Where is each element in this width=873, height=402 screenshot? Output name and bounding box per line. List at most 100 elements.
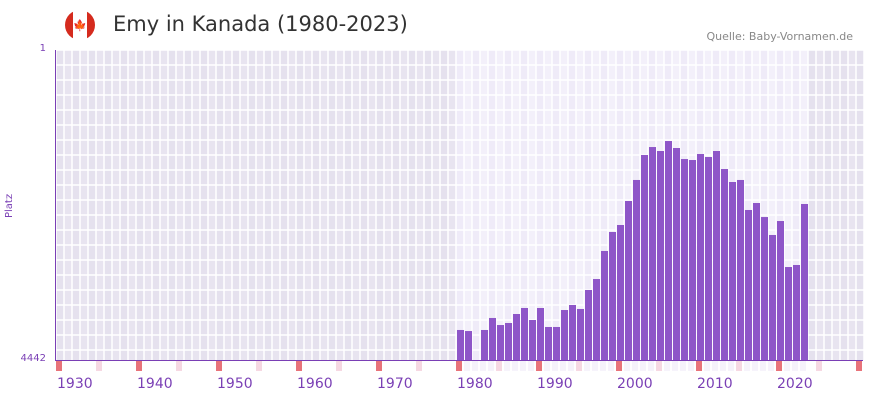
grid-column (144, 50, 152, 360)
year-marker (560, 361, 566, 371)
year-marker (728, 361, 734, 371)
bar-2017 (753, 203, 760, 360)
grid-column (136, 50, 144, 360)
grid-column (288, 50, 296, 360)
year-marker (528, 361, 534, 371)
year-marker (112, 361, 118, 371)
grid-column (120, 50, 128, 360)
year-marker (496, 361, 502, 371)
grid-column (488, 50, 496, 360)
year-marker (144, 361, 150, 371)
grid-column (80, 50, 88, 360)
grid-column (328, 50, 336, 360)
grid-column (504, 50, 512, 360)
grid-column (824, 50, 832, 360)
year-marker (472, 361, 478, 371)
year-marker (312, 361, 318, 371)
grid-column (168, 50, 176, 360)
grid-column (96, 50, 104, 360)
grid-column (760, 50, 768, 360)
grid-column (56, 50, 64, 360)
bar-2002 (633, 179, 640, 360)
year-marker (360, 361, 366, 371)
source-label: Quelle: Baby-Vornamen.de (706, 30, 853, 43)
year-marker (176, 361, 182, 371)
grid-column (240, 50, 248, 360)
grid-column (448, 50, 456, 360)
grid-column (360, 50, 368, 360)
year-marker (168, 361, 174, 371)
bar-2005 (657, 151, 664, 360)
grid-column (408, 50, 416, 360)
grid-column (560, 50, 568, 360)
year-marker (712, 361, 718, 371)
grid-column (152, 50, 160, 360)
grid-column (376, 50, 384, 360)
grid-column (248, 50, 256, 360)
grid-column (160, 50, 168, 360)
year-marker (800, 361, 806, 371)
year-marker (88, 361, 94, 371)
x-tick-1990: 1990 (537, 376, 573, 392)
year-marker (856, 361, 862, 371)
year-marker (480, 361, 486, 371)
year-marker (368, 361, 374, 371)
year-marker (400, 361, 406, 371)
bar-2000 (617, 224, 624, 360)
bar-2013 (721, 169, 728, 360)
bar-2010 (697, 154, 704, 360)
grid-column (128, 50, 136, 360)
year-marker (296, 361, 302, 371)
year-marker (512, 361, 518, 371)
grid-column (232, 50, 240, 360)
canada-flag-icon: 🍁 (65, 10, 95, 40)
bar-1981 (465, 331, 472, 360)
grid-column (464, 50, 472, 360)
bar-1996 (585, 289, 592, 360)
grid-column (776, 50, 784, 360)
grid-column (384, 50, 392, 360)
bar-2011 (705, 157, 712, 360)
x-tick-2010: 2010 (697, 376, 733, 392)
year-marker (256, 361, 262, 371)
grid-column (576, 50, 584, 360)
x-tick-1960: 1960 (297, 376, 333, 392)
bar-2006 (665, 141, 672, 360)
year-marker (616, 361, 622, 371)
year-marker (464, 361, 470, 371)
year-marker (552, 361, 558, 371)
grid-column (480, 50, 488, 360)
year-marker (120, 361, 126, 371)
grid-column (456, 50, 464, 360)
y-tick-top: 1 (39, 43, 46, 54)
bar-1986 (505, 323, 512, 360)
year-marker (848, 361, 854, 371)
bar-2009 (689, 160, 696, 360)
bar-2016 (745, 209, 752, 360)
year-marker (544, 361, 550, 371)
bar-1980 (457, 329, 464, 360)
grid-column (176, 50, 184, 360)
grid-column (64, 50, 72, 360)
year-marker (632, 361, 638, 371)
grid-column (424, 50, 432, 360)
year-marker (704, 361, 710, 371)
x-tick-1950: 1950 (217, 376, 253, 392)
year-marker (736, 361, 742, 371)
grid-column (200, 50, 208, 360)
grid-column (832, 50, 840, 360)
grid-column (440, 50, 448, 360)
grid-column (592, 50, 600, 360)
year-marker (432, 361, 438, 371)
grid-column (112, 50, 120, 360)
year-marker (192, 361, 198, 371)
year-marker (600, 361, 606, 371)
grid-column (208, 50, 216, 360)
grid-column (336, 50, 344, 360)
year-marker (656, 361, 662, 371)
grid-column (312, 50, 320, 360)
year-marker (384, 361, 390, 371)
grid-column (792, 50, 800, 360)
grid-column (536, 50, 544, 360)
grid-column (816, 50, 824, 360)
